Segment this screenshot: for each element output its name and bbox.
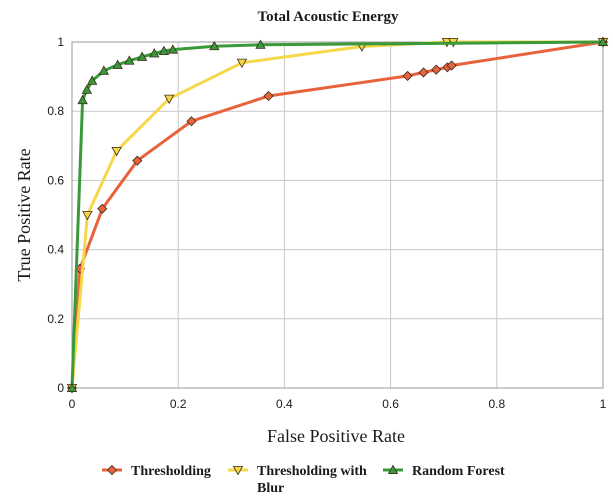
data-point (149, 48, 160, 58)
data-point (431, 64, 442, 75)
data-point (112, 59, 123, 69)
y-axis-label: True Positive Rate (14, 148, 34, 281)
series-line (70, 40, 604, 389)
y-tick-label: 0.2 (47, 312, 64, 326)
y-tick-label: 1 (57, 35, 64, 49)
data-point (124, 55, 135, 65)
x-axis-ticks: 0 0.2 0.4 0.6 0.8 1 (69, 397, 607, 411)
series-line (70, 40, 603, 389)
data-point (81, 84, 93, 94)
data-point (136, 51, 148, 61)
grid (71, 41, 604, 389)
legend-label: Random Forest (412, 464, 505, 479)
legend-item: Thresholding (102, 464, 211, 479)
y-tick-label: 0 (57, 381, 64, 395)
legend-marker (232, 466, 244, 476)
legend-item: Random Forest (383, 464, 505, 479)
x-tick-label: 0.2 (170, 397, 187, 411)
chart-title: Total Acoustic Energy (257, 9, 399, 25)
legend: Thresholding Thresholding with Blur Random … (102, 464, 505, 496)
data-point (66, 382, 78, 392)
legend-label: Thresholding with (257, 464, 367, 479)
x-tick-label: 0.8 (488, 397, 505, 411)
series-layer (66, 36, 609, 394)
series-line (70, 40, 604, 389)
data-point (209, 40, 220, 51)
data-point (263, 90, 274, 102)
legend-marker (106, 464, 118, 476)
x-tick-label: 0.4 (276, 397, 293, 411)
data-point (446, 60, 457, 71)
data-point (132, 155, 143, 166)
data-point (86, 75, 98, 85)
plot-frame (71, 41, 604, 389)
data-point (255, 39, 266, 49)
y-tick-label: 0.8 (47, 104, 64, 118)
data-point (98, 65, 110, 75)
legend-label: Thresholding (131, 464, 211, 479)
data-point (82, 211, 93, 221)
x-axis-label: False Positive Rate (267, 426, 405, 446)
data-point (597, 36, 609, 46)
legend-label: Blur (257, 481, 284, 496)
data-point (402, 70, 413, 81)
x-tick-label: 0.6 (382, 397, 399, 411)
x-tick-label: 0 (69, 397, 76, 411)
data-point (418, 67, 429, 78)
data-point (158, 45, 170, 55)
data-point (167, 44, 179, 54)
series-0 (66, 36, 609, 394)
y-tick-label: 0.6 (47, 173, 64, 187)
series-2 (66, 36, 609, 392)
y-axis-ticks: 0 0.2 0.4 0.6 0.8 1 (47, 35, 64, 395)
x-tick-label: 1 (600, 397, 607, 411)
data-point (111, 146, 122, 157)
y-tick-label: 0.4 (47, 243, 64, 257)
data-point (186, 116, 197, 127)
series-1 (66, 38, 609, 394)
data-point (77, 94, 88, 105)
data-point (163, 94, 175, 105)
legend-item: Thresholding with Blur (228, 464, 367, 496)
data-point (236, 58, 248, 69)
legend-marker (387, 464, 399, 474)
data-point (97, 203, 108, 214)
